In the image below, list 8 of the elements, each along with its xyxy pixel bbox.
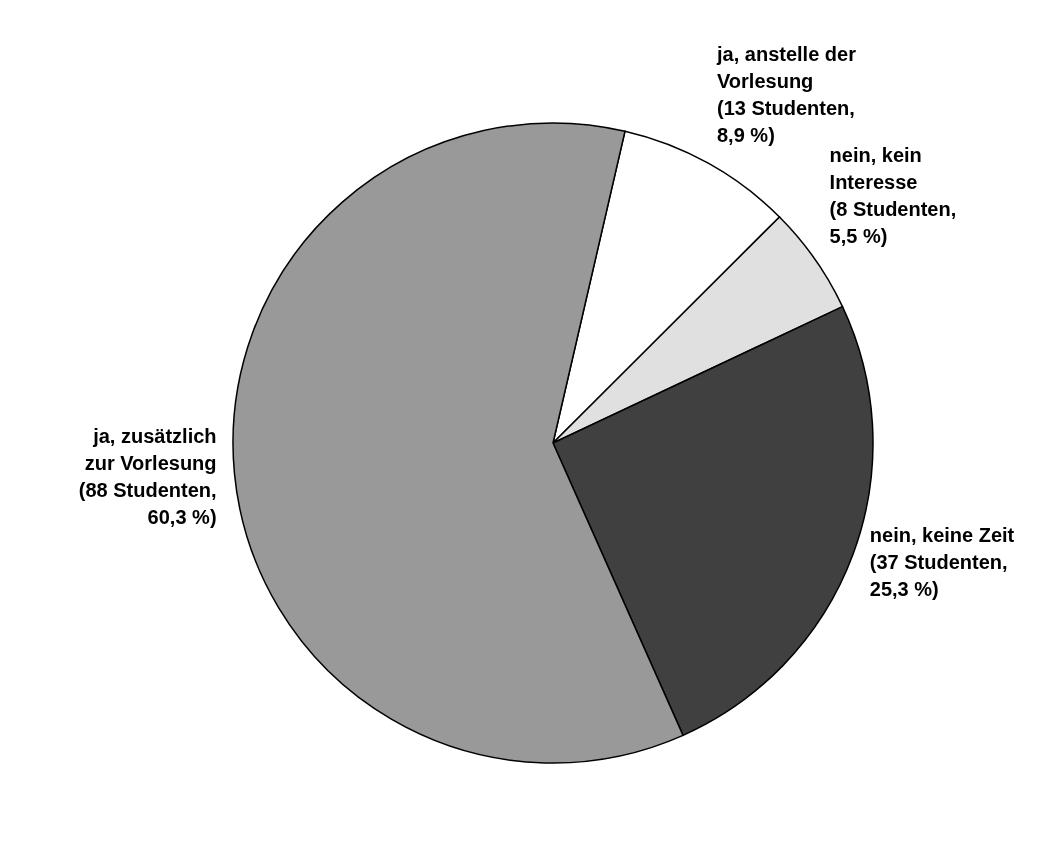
slice-label: ja, anstelle der Vorlesung — [716, 43, 857, 93]
data-label: (13 Studenten, 8,9 %) — [717, 97, 855, 147]
data-label: (88 Studenten, 60,3 %) — [78, 478, 217, 528]
data-label: (37 Studenten, 25,3 %) — [869, 550, 1008, 600]
slice-label: nein, keine Zeit — [869, 523, 1015, 546]
data-label: (8 Studenten, 5,5 %) — [829, 198, 957, 248]
slice-label: ja, zusätzlich zur Vorlesung — [84, 424, 217, 474]
slice-label: nein, kein Interesse — [829, 144, 922, 194]
